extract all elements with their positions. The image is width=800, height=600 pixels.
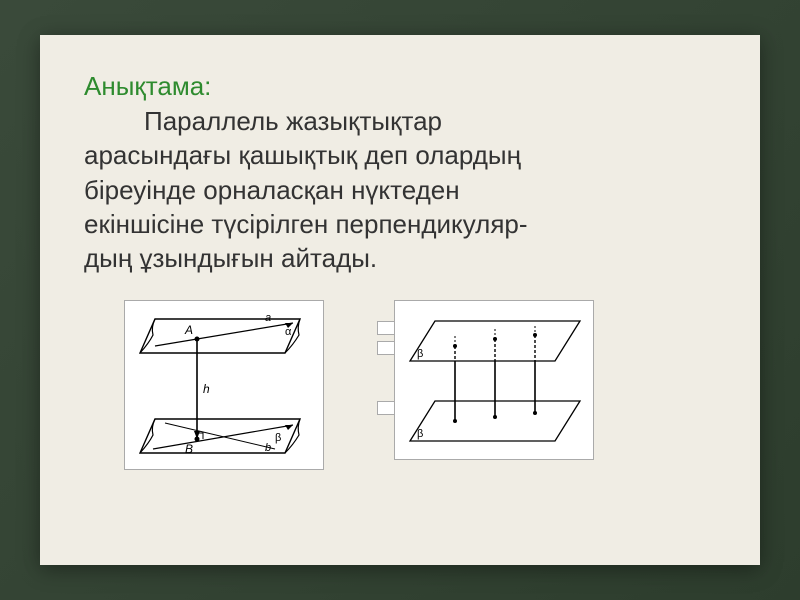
figure-perpendicular-between-planes: A B a b α β h <box>124 300 324 470</box>
slide: Анықтама: Параллель жазықтықтар арасында… <box>40 35 760 565</box>
label-beta-bottom: β <box>417 428 423 440</box>
edge-tab <box>377 401 395 415</box>
edge-tab <box>377 341 395 355</box>
body-line-4: екіншісіне түсірілген перпендикуляр- <box>84 209 528 239</box>
body-line-5: дың ұзындығын айтады. <box>84 243 377 273</box>
edge-tab <box>377 321 395 335</box>
label-beta: β <box>275 432 281 444</box>
body-line-3: біреуінде орналасқан нүктеден <box>84 175 460 205</box>
label-b: b <box>265 442 271 454</box>
label-alpha: α <box>285 326 292 338</box>
label-a: a <box>265 312 271 324</box>
label-h: h <box>203 382 210 396</box>
label-beta-top: β <box>417 348 423 360</box>
body-line-2: арасындағы қашықтық деп олардың <box>84 140 521 170</box>
figure-three-perpendiculars: β β <box>394 300 594 460</box>
body-line-1: Параллель жазықтықтар <box>144 106 442 136</box>
heading-text: Анықтама: <box>84 71 211 101</box>
label-B: B <box>185 442 193 456</box>
figures-row: A B a b α β h <box>84 300 716 470</box>
definition-body: Параллель жазықтықтар арасындағы қашықты… <box>84 104 716 276</box>
definition-heading: Анықтама: <box>84 71 716 102</box>
label-A: A <box>184 323 193 337</box>
